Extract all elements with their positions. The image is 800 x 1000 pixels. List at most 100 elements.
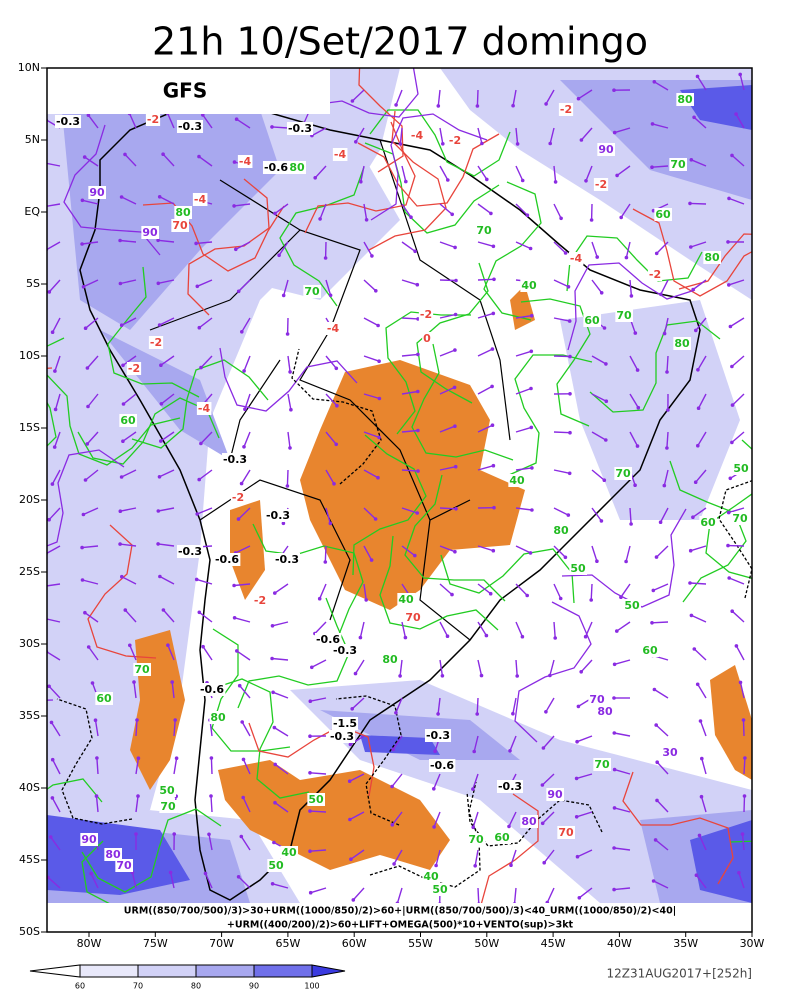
contour-line [520, 298, 591, 427]
wind-arrow [392, 735, 403, 750]
wind-arrow [515, 350, 532, 357]
wind-arrow-head [595, 255, 599, 259]
wind-arrow [515, 507, 532, 511]
wind-arrow-head [548, 673, 552, 678]
wind-arrow [735, 645, 745, 661]
contour-label-bg [422, 332, 433, 345]
wind-arrow [287, 431, 291, 448]
wind-arrow [363, 355, 380, 362]
wind-arrow [591, 241, 598, 258]
wind-arrow-head [50, 796, 55, 800]
wind-arrow [51, 317, 61, 333]
wind-arrow-head [689, 613, 694, 618]
wind-arrow [515, 583, 528, 596]
contour-label: -4 [194, 193, 207, 206]
wind-arrow-head [348, 817, 352, 822]
wind-arrow-head [730, 609, 734, 613]
wind-arrow-head [440, 674, 445, 678]
wind-arrow-head [323, 560, 328, 564]
wind-arrow-head [173, 718, 177, 722]
wind-arrow [122, 431, 137, 442]
wind-arrow [439, 127, 444, 144]
contours [47, 68, 752, 903]
wind-arrow-head [232, 583, 236, 588]
wind-arrow [283, 279, 289, 296]
wind-arrow [590, 583, 593, 601]
wind-arrow [741, 834, 745, 851]
contour-label-bg [558, 103, 574, 116]
wind-arrow-head [334, 366, 339, 371]
wind-arrow [96, 757, 99, 775]
contour-label-bg [588, 693, 606, 706]
contour-label-bg [264, 509, 292, 522]
wind-arrow-head [484, 633, 489, 638]
contour-label-bg [731, 512, 749, 525]
colorbar-step [79, 964, 139, 978]
wind-arrow-head [95, 756, 99, 760]
contour-label: -2 [420, 308, 432, 321]
wind-arrow [287, 355, 291, 372]
wind-arrow [629, 431, 639, 447]
wind-arrow-head [654, 251, 659, 256]
wind-arrow [271, 126, 289, 129]
contour-label-bg [54, 115, 82, 128]
wind-arrow-head [584, 179, 588, 183]
wind-arrow-head [454, 278, 458, 283]
wind-arrow [659, 507, 669, 523]
wind-arrow [48, 685, 61, 699]
wind-arrow [472, 811, 479, 828]
contour-label: 50 [268, 859, 284, 872]
wind-arrow [87, 114, 99, 129]
wind-arrow-head [390, 823, 395, 827]
wind-arrow-head [574, 815, 579, 819]
contour-line [369, 781, 481, 888]
contour-line [632, 208, 752, 297]
wind-arrow [131, 872, 137, 889]
wind-arrow-head [159, 402, 164, 406]
wind-arrow-head [369, 558, 374, 562]
wind-arrow-head [612, 731, 617, 735]
wind-arrow [663, 469, 669, 486]
wind-arrow [399, 127, 403, 144]
contour-label-bg [174, 206, 192, 219]
wind-arrow-head [695, 74, 700, 79]
contour-line [291, 348, 382, 485]
contour-line [622, 771, 734, 885]
wind-arrow-head [453, 424, 457, 429]
wind-arrow-head [135, 718, 139, 722]
wind-arrow-head [612, 806, 617, 810]
wind-arrow [614, 847, 631, 851]
wind-arrow-head [548, 141, 552, 146]
contour-label-bg [148, 336, 164, 349]
wind-arrow [580, 659, 593, 673]
wind-arrow [591, 279, 603, 294]
wind-arrow [437, 697, 441, 714]
wind-arrow-head [489, 211, 493, 216]
wind-arrow-head [688, 201, 692, 206]
contour-label: -2 [232, 491, 244, 504]
contour-label: 90 [598, 143, 614, 156]
wind-arrow-head [694, 328, 698, 333]
wind-arrow-head [209, 794, 213, 798]
wind-arrow-head [528, 246, 533, 251]
wind-arrow-head [742, 794, 747, 798]
contour-label-bg [404, 611, 422, 624]
contour-label-bg [307, 793, 325, 806]
wind-arrow-head [81, 512, 86, 517]
colorbar-label: 90 [249, 982, 259, 991]
contour-label: 70 [670, 158, 686, 171]
wind-arrow [160, 431, 175, 442]
wind-arrow [477, 348, 493, 357]
wind-arrow-head [477, 902, 481, 903]
contour-label: 50 [308, 793, 324, 806]
formula-line: +URM((400/200)/2)>60+LIFT+OMEGA(500)*10+… [227, 920, 574, 931]
wind-arrow-head [270, 656, 274, 661]
wind-arrow [135, 719, 138, 737]
contour-label-bg [508, 474, 526, 487]
wind-arrow-head [197, 154, 201, 159]
wind-arrow [158, 507, 175, 512]
wind-arrow-head [738, 72, 742, 77]
wind-arrow-head [80, 545, 84, 550]
wind-arrow-head [453, 348, 457, 352]
contour-line [81, 808, 222, 893]
